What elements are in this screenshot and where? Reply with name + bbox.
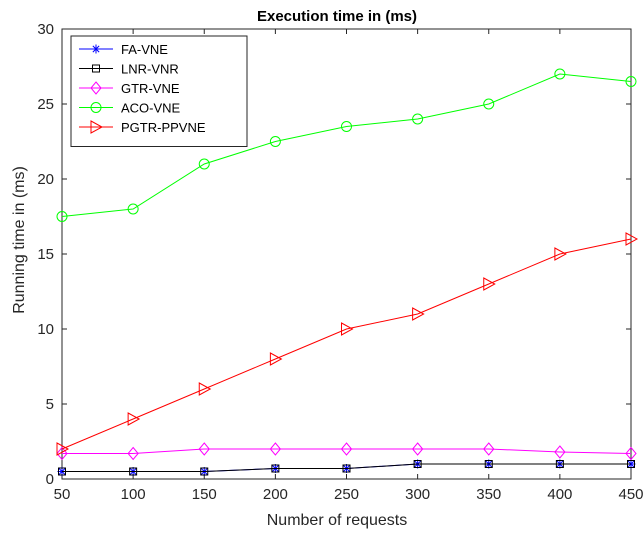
data-point-pgtr-ppvne [56, 442, 70, 456]
data-point-lnr-vnr [342, 464, 351, 473]
x-axis-label: Number of requests [267, 512, 408, 529]
x-tick-label: 350 [476, 486, 501, 503]
legend-marker-aco-vne [90, 102, 102, 113]
series-line-gtr-vne [62, 448, 632, 454]
data-point-lnr-vnr [484, 460, 493, 468]
x-tick-label: 300 [405, 486, 430, 503]
data-point-gtr-vne [127, 446, 139, 461]
legend-label: FA-VNE [121, 42, 168, 57]
legend-label: PGTR-PPVNE [121, 120, 206, 135]
data-point-gtr-vne [483, 442, 495, 456]
x-tick-label: 450 [618, 486, 643, 503]
data-point-pgtr-ppvne [127, 412, 141, 426]
axes: 50 100 150 200 250 300 350 400 450 0 5 10 15 20 25 30 [37, 21, 643, 503]
chart-title: Execution time in (ms) [257, 8, 417, 25]
data-point-gtr-vne [269, 442, 282, 456]
legend-marker-fa-vne [91, 44, 101, 54]
data-point-pgtr-ppvne [625, 232, 639, 246]
y-axis-label: Running time in (ms) [11, 166, 28, 314]
legend-label: LNR-VNR [121, 62, 179, 77]
data-point-gtr-vne [198, 442, 210, 456]
y-tick-label: 20 [37, 171, 54, 188]
y-tick-label: 15 [37, 246, 54, 263]
legend-item-fa-vne: FA-VNE [79, 42, 168, 57]
x-tick-label: 400 [547, 486, 572, 503]
data-point-lnr-vnr [58, 467, 66, 476]
legend-item-lnr-vnr: LNR-VNR [79, 62, 179, 77]
data-point-gtr-vne [625, 446, 637, 461]
series-gtr-vne [56, 442, 637, 461]
series-aco-vne [56, 68, 637, 222]
legend-marker-pgtr-ppvne [90, 120, 104, 134]
legend-label: ACO-VNE [121, 101, 181, 116]
data-point-lnr-vnr [413, 460, 422, 468]
y-tick-label: 0 [46, 471, 54, 488]
data-point-pgtr-ppvne [483, 277, 496, 291]
legend-item-aco-vne: ACO-VNE [79, 101, 181, 116]
y-tick-label: 25 [37, 96, 54, 113]
x-tick-label: 50 [54, 486, 71, 503]
data-point-aco-vne [554, 68, 566, 80]
data-point-pgtr-ppvne [554, 247, 567, 261]
series-pgtr-ppvne [56, 232, 639, 456]
legend-label: GTR-VNE [121, 81, 180, 96]
data-point-aco-vne [127, 203, 139, 215]
data-point-lnr-vnr [271, 464, 280, 473]
data-point-pgtr-ppvne [269, 352, 283, 366]
data-point-pgtr-ppvne [341, 322, 354, 336]
series-lnr-vnr [58, 460, 635, 476]
legend-marker-lnr-vnr [92, 64, 100, 73]
series-line-aco-vne [61, 73, 632, 217]
data-point-lnr-vnr [200, 467, 209, 476]
data-point-lnr-vnr [627, 460, 635, 468]
data-point-gtr-vne [340, 442, 353, 456]
x-tick-label: 150 [192, 486, 217, 503]
data-point-aco-vne [341, 121, 352, 132]
data-point-pgtr-ppvne [412, 307, 425, 321]
series-layer [56, 68, 639, 476]
data-point-aco-vne [269, 136, 281, 147]
data-point-aco-vne [198, 158, 210, 170]
series-line-pgtr-ppvne [61, 238, 632, 450]
y-tick-label: 30 [37, 21, 54, 38]
legend-item-pgtr-ppvne: PGTR-PPVNE [79, 120, 206, 135]
legend-item-gtr-vne: GTR-VNE [79, 81, 180, 96]
x-tick-label: 100 [121, 486, 146, 503]
x-tick-label: 250 [334, 486, 359, 503]
data-point-gtr-vne [56, 446, 68, 461]
data-point-aco-vne [483, 98, 495, 110]
legend: FA-VNE LNR-VNR GTR-VNE ACO-VNE PGTR-PPVNE [70, 35, 248, 147]
y-tick-label: 10 [37, 321, 54, 338]
x-tick-label: 200 [263, 486, 288, 503]
data-point-lnr-vnr [555, 460, 564, 468]
data-point-aco-vne [412, 113, 424, 125]
data-point-aco-vne [625, 76, 637, 87]
series-line-lnr-vnr [62, 463, 631, 472]
data-point-gtr-vne [411, 442, 424, 456]
data-point-aco-vne [56, 211, 68, 222]
data-point-pgtr-ppvne [198, 382, 212, 396]
data-point-lnr-vnr [129, 467, 138, 476]
legend-marker-gtr-vne [90, 81, 102, 95]
data-point-gtr-vne [554, 445, 566, 459]
y-tick-label: 5 [46, 396, 54, 413]
